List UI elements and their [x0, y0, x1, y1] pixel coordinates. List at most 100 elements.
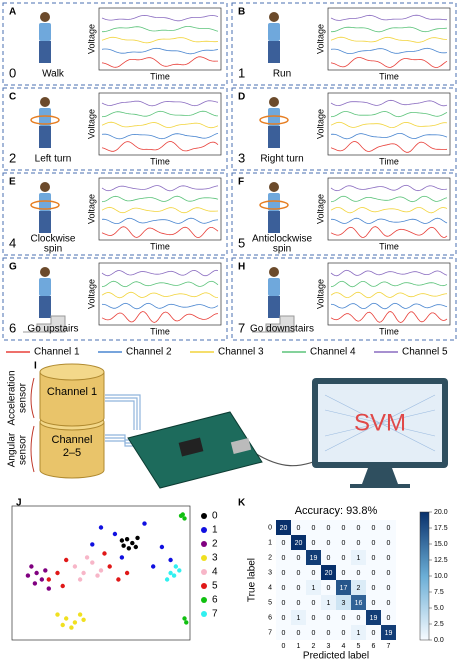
cell-value: 0	[297, 555, 301, 562]
cell-value: 0	[342, 555, 346, 562]
point	[90, 542, 95, 547]
cell	[381, 610, 396, 625]
y-tick-label: 1	[268, 539, 272, 546]
waveform	[330, 269, 448, 277]
cell-value: 19	[310, 555, 318, 562]
person-legs	[39, 126, 51, 148]
point	[69, 625, 74, 630]
monitor	[312, 378, 448, 488]
y-tick-label: 3	[268, 569, 272, 576]
stairs	[23, 315, 66, 333]
cell-value: 0	[327, 630, 331, 637]
legend-label: 4	[212, 567, 218, 578]
cell	[306, 565, 321, 580]
cell-value: 0	[387, 615, 391, 622]
point	[84, 555, 90, 560]
cell-value: 0	[342, 525, 346, 532]
waveform	[101, 100, 219, 107]
person-head	[269, 182, 279, 192]
panel-letter: C	[9, 92, 16, 103]
cell-value: 0	[387, 525, 391, 532]
cell-value: 0	[357, 525, 361, 532]
x-tick-label: 4	[342, 643, 346, 650]
cell-value: 1	[357, 555, 361, 562]
cell	[381, 565, 396, 580]
cell	[366, 580, 381, 595]
legend-marker	[201, 541, 207, 547]
person-head	[40, 267, 50, 277]
waveform	[101, 141, 219, 152]
cell-value: 0	[372, 555, 376, 562]
legend-label: Channel 5	[402, 347, 448, 358]
person-body	[39, 108, 51, 126]
cell	[351, 520, 366, 535]
x-axis-label: Time	[150, 156, 170, 166]
sensor-type-label: Angular	[7, 432, 18, 467]
waveform	[330, 280, 448, 288]
y-axis-label: True label	[247, 558, 258, 602]
cell	[336, 610, 351, 625]
cell-value: 0	[312, 570, 316, 577]
cell	[381, 520, 396, 535]
person-legs	[268, 126, 280, 148]
class-number: 3	[238, 150, 245, 165]
cell	[366, 595, 381, 610]
cell-value: 19	[385, 630, 393, 637]
legend-marker	[201, 527, 207, 533]
waveform	[330, 57, 448, 68]
cell	[321, 580, 336, 595]
x-axis-label: Time	[150, 241, 170, 251]
cell-value: 0	[342, 630, 346, 637]
cell	[276, 625, 291, 640]
rotation-ring	[30, 115, 60, 125]
point	[119, 555, 125, 560]
y-axis-label: Voltage	[315, 24, 325, 54]
cell	[321, 535, 336, 550]
cell	[336, 580, 351, 595]
chart-title: Accuracy: 93.8%	[295, 505, 378, 517]
waveform	[331, 217, 448, 224]
activity-label: spin	[273, 244, 291, 255]
cell	[291, 610, 306, 625]
point	[46, 586, 51, 591]
person-head	[40, 12, 50, 22]
panel-letter: A	[9, 7, 16, 18]
cell	[291, 550, 306, 565]
cables	[105, 394, 331, 467]
rotation-ring	[30, 200, 60, 210]
legend-label: Channel 4	[310, 347, 356, 358]
x-axis-label: Time	[379, 156, 399, 166]
panel-letter: F	[238, 177, 244, 188]
legend-marker	[201, 611, 207, 617]
point	[119, 538, 125, 543]
person-body	[39, 23, 51, 41]
panel-border	[231, 172, 457, 256]
person-head	[40, 182, 50, 192]
person-legs	[39, 211, 51, 233]
cell	[276, 535, 291, 550]
legend-marker	[201, 583, 207, 589]
cell-value: 1	[327, 600, 331, 607]
waveform	[330, 99, 448, 107]
cell-value: 0	[312, 600, 316, 607]
cell-value: 0	[342, 540, 346, 547]
activity-label: spin	[44, 244, 62, 255]
point	[171, 573, 177, 578]
legend-label: 5	[212, 581, 218, 592]
cell-value: 0	[327, 525, 331, 532]
waveform	[101, 195, 219, 203]
waveform	[101, 56, 218, 68]
point	[151, 564, 156, 569]
legend-label: 2	[212, 539, 218, 550]
cell	[336, 535, 351, 550]
y-tick-label: 6	[268, 614, 272, 621]
point	[164, 577, 170, 582]
point	[81, 617, 86, 622]
point	[130, 540, 135, 546]
cell	[291, 565, 306, 580]
waveform	[101, 302, 219, 310]
cell-value: 0	[312, 540, 316, 547]
cell-value: 0	[312, 615, 316, 622]
y-tick-label: 4	[268, 584, 272, 591]
cell-value: 0	[312, 525, 316, 532]
